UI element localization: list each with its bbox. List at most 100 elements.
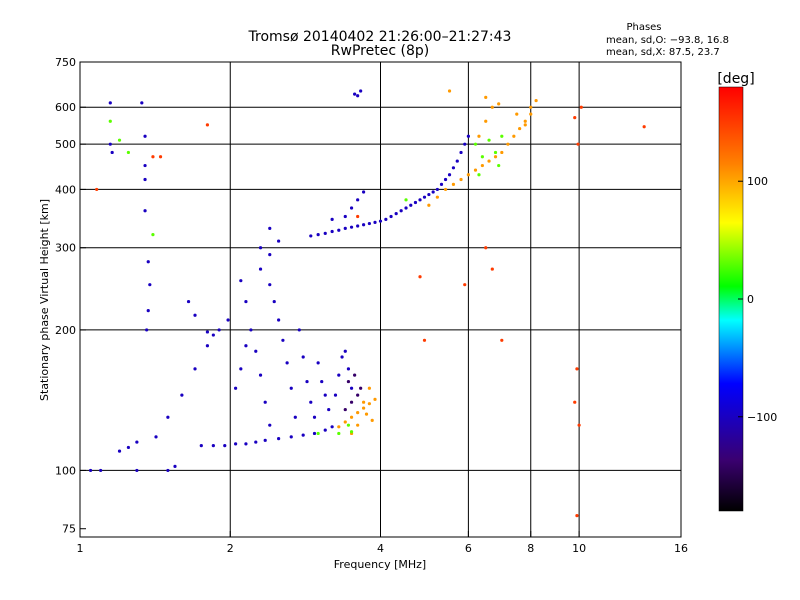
x-tick-label: 4 (377, 542, 384, 555)
data-point (151, 155, 155, 159)
data-point (223, 444, 227, 448)
data-point (349, 206, 354, 210)
y-tick-label: 75 (62, 523, 76, 536)
data-point (277, 318, 281, 322)
data-point (258, 267, 263, 271)
colorbar-label: [deg] (717, 71, 754, 87)
data-point (234, 442, 238, 446)
x-tick-label: 1 (77, 542, 84, 555)
data-point (337, 228, 341, 232)
data-point (404, 206, 408, 210)
data-point (293, 415, 297, 419)
data-point (370, 418, 374, 422)
data-point (451, 166, 456, 170)
data-point (439, 182, 444, 187)
data-point (193, 313, 197, 317)
data-point (333, 393, 338, 397)
data-point (343, 349, 347, 353)
data-point (487, 138, 491, 142)
data-point (473, 168, 478, 172)
data-point (534, 98, 538, 103)
phases-o-stats: mean, sd,O: −93.8, 16.8 (606, 35, 729, 46)
data-point (356, 224, 360, 228)
data-point (356, 393, 360, 397)
data-point (427, 192, 431, 197)
data-point (277, 436, 281, 441)
data-point (362, 406, 366, 410)
data-point (343, 407, 347, 412)
data-point (435, 187, 439, 192)
data-point (356, 214, 360, 219)
data-point (180, 393, 184, 397)
data-point (211, 333, 215, 337)
data-point (459, 177, 463, 182)
data-point (316, 361, 320, 365)
data-point (447, 89, 452, 93)
data-point (473, 142, 478, 146)
data-point (316, 233, 320, 237)
data-point (108, 119, 112, 123)
grid-lines (80, 62, 681, 537)
data-point (289, 435, 293, 439)
data-point (135, 440, 139, 444)
data-point (327, 407, 331, 412)
data-point (268, 226, 272, 231)
y-axis-label: Stationary phase Virtual Height [km] (38, 199, 51, 401)
data-point (323, 393, 327, 397)
data-point (356, 423, 360, 427)
data-point (418, 275, 422, 279)
data-point (422, 338, 427, 342)
data-point (343, 214, 347, 219)
data-point (151, 233, 155, 237)
data-point (330, 425, 334, 429)
y-tick-label: 500 (55, 138, 76, 151)
data-point (353, 92, 357, 96)
data-point (173, 464, 177, 468)
data-point (258, 373, 263, 377)
data-point (451, 182, 456, 187)
data-point (576, 142, 580, 146)
data-point (126, 445, 130, 450)
data-point (364, 412, 369, 416)
data-point (500, 134, 504, 138)
data-point (309, 400, 313, 404)
data-point (353, 373, 357, 377)
data-point (166, 415, 170, 419)
data-point (146, 260, 150, 264)
data-point (493, 155, 498, 159)
colorbar-tick-label: 0 (747, 293, 754, 306)
data-point (362, 400, 366, 404)
data-points (88, 89, 646, 518)
data-point (389, 214, 393, 219)
data-point (244, 299, 248, 304)
data-point (263, 400, 267, 404)
data-point (263, 438, 267, 442)
data-point (258, 246, 263, 250)
data-point (367, 386, 371, 390)
data-point (154, 435, 158, 439)
data-point (378, 219, 383, 223)
data-point (99, 468, 103, 473)
y-tick-label: 600 (55, 101, 76, 114)
data-point (529, 105, 533, 109)
data-point (268, 253, 272, 257)
data-point (108, 101, 112, 105)
x-tick-label: 2 (227, 542, 234, 555)
axis-ticks: 1 2 4 6 8 10 16 75 100 200 300 400 500 600 750 (55, 56, 688, 555)
data-point (343, 226, 347, 231)
data-point (148, 283, 152, 287)
data-point (277, 239, 281, 243)
data-point (373, 220, 377, 224)
data-point (349, 400, 354, 404)
data-point (239, 367, 243, 371)
y-tick-label: 100 (55, 464, 76, 477)
data-point (577, 423, 581, 427)
data-point (418, 198, 422, 202)
data-point (399, 209, 403, 213)
data-point (362, 223, 366, 227)
data-point (500, 150, 504, 155)
data-point (422, 195, 427, 199)
data-point (330, 229, 334, 234)
data-point (463, 283, 467, 287)
data-point (211, 444, 215, 448)
